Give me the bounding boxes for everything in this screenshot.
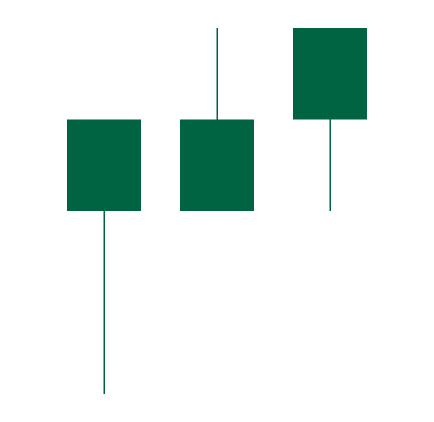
candle-body [67, 120, 141, 212]
candle-2 [180, 28, 254, 211]
candle-body [180, 120, 254, 212]
candle-3 [293, 28, 367, 211]
candle-body [293, 28, 367, 120]
candle-1 [67, 120, 141, 395]
